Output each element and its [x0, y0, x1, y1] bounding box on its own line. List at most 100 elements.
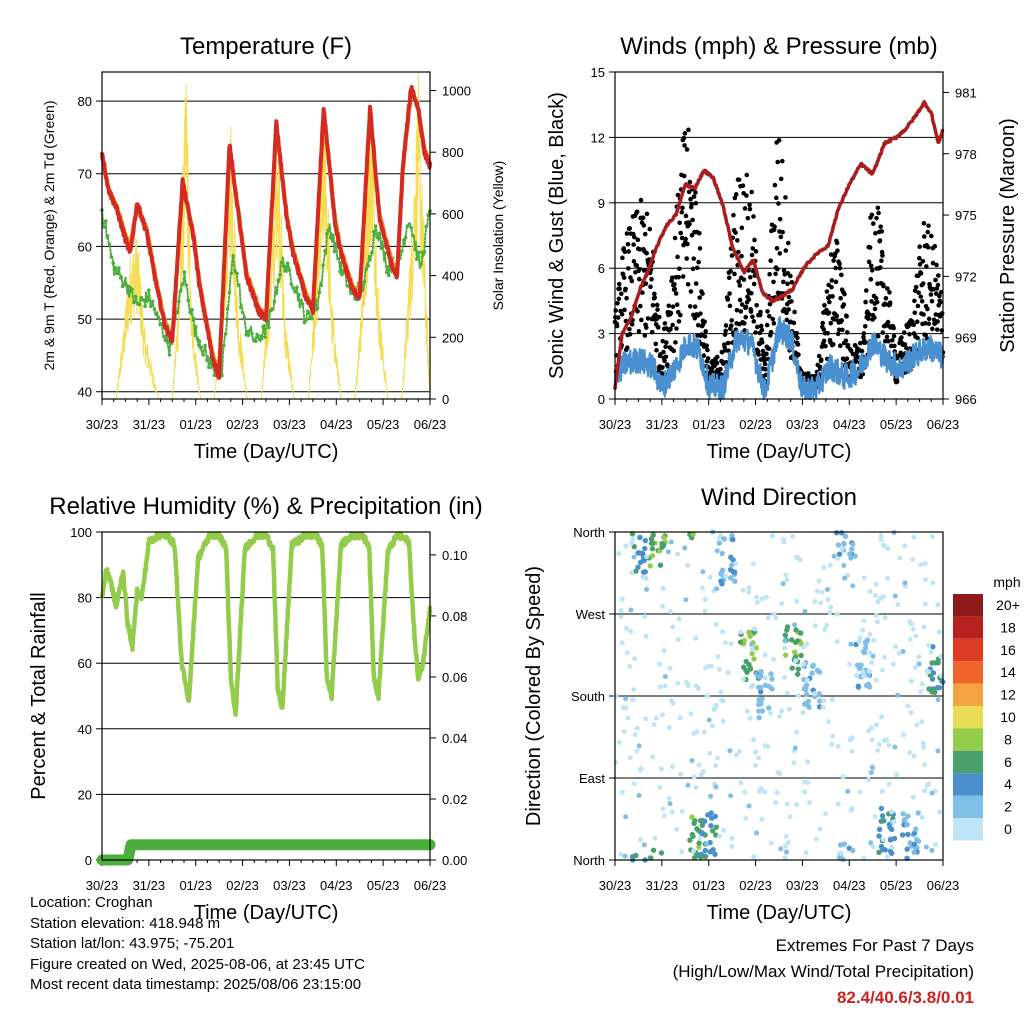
direction-point: [900, 649, 906, 655]
gust-point: [926, 316, 932, 322]
direction-point: [752, 626, 758, 632]
gust-point: [873, 295, 879, 301]
gust-point: [678, 312, 683, 318]
y-axis-label: Direction (Colored By Speed): [523, 566, 545, 826]
dewpoint-point: [193, 324, 198, 329]
direction-point: [900, 811, 906, 817]
direction-point: [720, 629, 726, 635]
direction-point: [794, 671, 801, 677]
y-right-tick-label: 1000: [442, 84, 471, 99]
direction-point: [667, 801, 673, 807]
gust-point: [872, 306, 878, 312]
x-tick-label: 05/23: [367, 417, 400, 432]
direction-point: [918, 689, 924, 695]
gust-point: [885, 319, 891, 325]
gust-point: [666, 303, 672, 309]
dewpoint-point: [386, 273, 391, 278]
direction-point: [721, 827, 727, 833]
direction-point: [896, 650, 902, 656]
direction-point: [938, 653, 944, 659]
gust-point: [687, 221, 692, 227]
gust-point: [622, 307, 627, 313]
gust-point: [772, 224, 777, 229]
direction-point: [622, 853, 628, 859]
direction-point: [913, 826, 919, 832]
direction-point: [847, 551, 853, 557]
x-tick-label: 31/23: [133, 417, 166, 432]
gust-point: [638, 197, 644, 203]
gust-point: [620, 255, 625, 261]
dewpoint-point: [105, 234, 110, 238]
colorbar-label: 6: [1004, 754, 1012, 770]
gust-point: [734, 238, 740, 243]
gust-point: [661, 349, 666, 355]
y-right-tick-label: 981: [955, 85, 977, 100]
direction-point: [718, 578, 724, 584]
dewpoint-point: [285, 261, 290, 265]
gust-point: [911, 322, 917, 328]
direction-point: [713, 621, 719, 627]
direction-point: [891, 835, 898, 842]
gust-point: [766, 346, 772, 351]
dewpoint-point: [274, 291, 279, 296]
direction-point: [887, 824, 893, 831]
direction-point: [650, 754, 656, 760]
direction-point: [879, 788, 885, 794]
y-tick-label: West: [576, 607, 606, 622]
direction-point: [693, 683, 699, 689]
direction-point: [715, 654, 721, 660]
direction-point: [777, 713, 783, 719]
y-tick-label: 60: [78, 656, 92, 671]
direction-point: [647, 855, 654, 861]
direction-point: [662, 683, 668, 689]
direction-point: [756, 755, 762, 761]
direction-point: [637, 837, 643, 843]
gust-point: [795, 335, 800, 341]
direction-point: [835, 556, 841, 562]
dewpoint-point: [133, 294, 138, 299]
gust-point: [886, 338, 891, 344]
gust-point: [835, 248, 840, 253]
direction-point: [891, 819, 897, 825]
direction-point: [651, 722, 657, 728]
colorbar-label: 18: [1000, 619, 1016, 635]
gust-point: [673, 340, 678, 345]
colorbar-swatch: [953, 818, 983, 841]
y-right-tick-label: 0.10: [442, 548, 467, 563]
dewpoint-point: [237, 283, 241, 287]
direction-point: [837, 842, 844, 848]
y-right-tick-label: 0.08: [442, 609, 467, 624]
gust-point: [771, 279, 776, 285]
gust-point: [932, 244, 938, 249]
direction-point: [849, 546, 855, 552]
gust-point: [795, 342, 801, 347]
direction-point: [675, 680, 681, 686]
gust-point: [931, 317, 937, 323]
direction-point: [759, 696, 765, 702]
direction-point: [616, 551, 622, 557]
gust-point: [921, 312, 926, 317]
direction-point: [916, 654, 922, 660]
direction-point: [661, 534, 667, 541]
direction-point: [861, 673, 867, 679]
direction-point: [746, 661, 752, 668]
direction-point: [822, 626, 828, 632]
dewpoint-point: [156, 315, 161, 320]
direction-point: [621, 729, 627, 735]
direction-point: [674, 826, 680, 832]
direction-point: [706, 717, 712, 723]
gust-point: [616, 281, 622, 287]
gust-point: [723, 323, 729, 328]
dewpoint-point: [287, 268, 292, 272]
direction-point: [753, 749, 759, 755]
colorbar-swatch: [953, 616, 983, 639]
gust-point: [728, 268, 733, 274]
gust-point: [924, 264, 929, 269]
gust-point: [701, 353, 707, 358]
direction-point: [848, 808, 854, 814]
gust-point: [749, 290, 754, 296]
direction-point: [623, 625, 629, 631]
direction-point: [792, 745, 798, 751]
x-tick-label: 04/23: [833, 878, 866, 893]
direction-point: [817, 698, 823, 704]
